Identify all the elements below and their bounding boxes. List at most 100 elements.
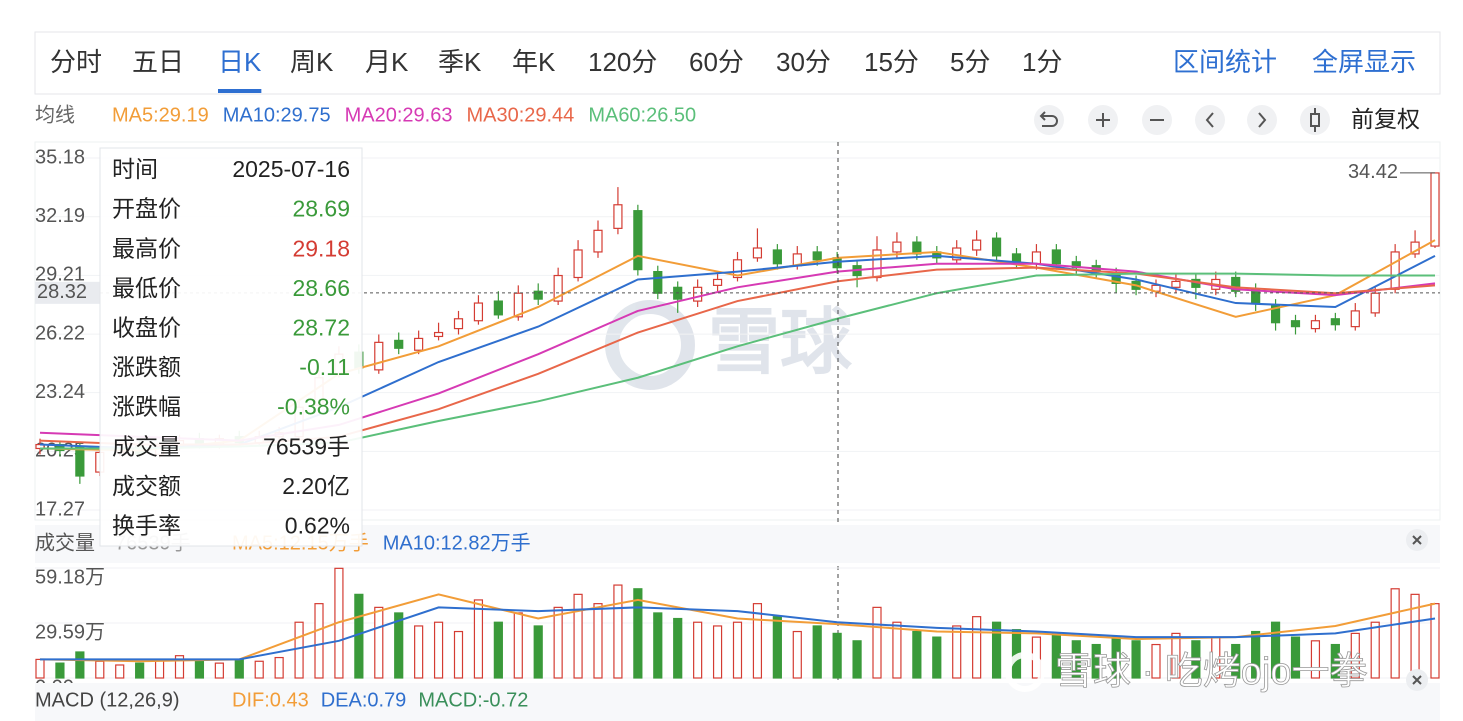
- left-button[interactable]: [1195, 105, 1225, 135]
- volume-bar: [772, 616, 782, 679]
- volume-bar: [1350, 632, 1360, 679]
- tab[interactable]: 15分: [864, 47, 919, 77]
- candle-body: [693, 286, 703, 302]
- macd-value: DIF:0.43: [232, 689, 309, 711]
- candle-body: [573, 249, 583, 279]
- volume-bar: [832, 632, 842, 679]
- volume-bar: [573, 593, 583, 679]
- volume-bar: [135, 662, 145, 679]
- volume-bar: [1251, 630, 1261, 679]
- volume-bar: [154, 658, 165, 679]
- volume-bar: [932, 636, 942, 679]
- volume-ma: MA10:12.82万手: [383, 531, 531, 554]
- tab[interactable]: 月K: [365, 47, 409, 77]
- volume-bar: [35, 658, 45, 679]
- tab[interactable]: 五日: [132, 47, 184, 77]
- ma-value: MA20:29.63: [345, 104, 453, 126]
- volume-bar: [991, 621, 1002, 679]
- ma-value: MA10:29.75: [223, 104, 331, 126]
- active-underline: [218, 89, 262, 93]
- volume-tick-label: 59.18万: [35, 566, 105, 588]
- candle-body: [1310, 320, 1321, 330]
- volume-bar: [972, 616, 982, 679]
- candle-body: [1231, 276, 1241, 292]
- candle-body: [453, 318, 464, 330]
- candle-body: [1171, 280, 1181, 288]
- tab[interactable]: 季K: [438, 47, 482, 77]
- tooltip-value: 2025-07-16: [232, 156, 350, 182]
- tab[interactable]: 年K: [512, 47, 556, 77]
- tab[interactable]: 1分: [1022, 47, 1062, 77]
- tooltip-value: 29.18: [292, 235, 350, 261]
- tooltip-value: 76539手: [263, 433, 350, 459]
- volume-bar: [1151, 643, 1161, 679]
- candle-body: [374, 341, 384, 371]
- ma-value: MA30:29.44: [466, 104, 574, 126]
- volume-bar: [852, 640, 862, 679]
- y-tick-label: 26.22: [35, 322, 85, 344]
- tooltip-box: [99, 147, 363, 547]
- price-area: [34, 141, 1441, 521]
- tooltip-label: 最低价: [112, 275, 181, 301]
- tooltip-value: 28.72: [292, 314, 350, 340]
- candle-body: [493, 300, 503, 316]
- tab[interactable]: 30分: [776, 47, 831, 77]
- volume-bar: [912, 630, 922, 679]
- candle-body: [1330, 318, 1340, 326]
- volume-bar: [1310, 640, 1321, 679]
- ma-value: MA5:29.19: [112, 104, 209, 126]
- candle-body: [513, 292, 523, 318]
- candle-body: [872, 249, 882, 279]
- tooltip: 时间 2025-07-16 开盘价 28.69 最高价 29.18 最低价 28.66 收盘价 2…: [99, 147, 363, 547]
- y-tick-label: 17.27: [35, 498, 85, 520]
- toolbar-icons: [1039, 108, 1320, 132]
- adjust-mode[interactable]: 前复权: [1351, 106, 1420, 132]
- candle-body: [1350, 310, 1360, 328]
- candle-body: [433, 331, 444, 338]
- volume-bar: [1330, 643, 1340, 679]
- range-stats[interactable]: 区间统计: [1173, 47, 1277, 77]
- volume-bar: [314, 603, 324, 679]
- volume-bar: [952, 625, 962, 679]
- volume-bar: [115, 664, 125, 679]
- watermark-text: 雪球: [708, 303, 853, 383]
- footer-watermark: 雪球 · 吃烤ojo一拳: [1005, 651, 1368, 693]
- candle-button[interactable]: [1300, 105, 1330, 135]
- volume-bar: [234, 658, 244, 679]
- footer-watermark-text: 雪球 · 吃烤ojo一拳: [1055, 651, 1367, 693]
- y-tick-label: 32.19: [35, 205, 85, 227]
- candle-body: [752, 247, 763, 259]
- candle-body: [991, 237, 1002, 257]
- volume-bar: [394, 612, 404, 679]
- fullscreen[interactable]: 全屏显示: [1312, 47, 1416, 77]
- candle-body: [414, 337, 424, 351]
- volume-bar: [294, 621, 304, 679]
- tab[interactable]: 分时: [50, 47, 102, 77]
- volume-bar: [1171, 632, 1181, 679]
- volume-bar: [1191, 640, 1201, 679]
- right-button[interactable]: [1247, 105, 1277, 135]
- volume-bar: [433, 621, 444, 679]
- toolbar: [1034, 105, 1330, 135]
- y-tick-label: 35.18: [35, 146, 85, 168]
- volume-bar: [374, 606, 384, 679]
- volume-bar: [75, 651, 85, 679]
- tab[interactable]: 5分: [950, 47, 990, 77]
- volume-bar: [1290, 636, 1301, 679]
- tooltip-label: 成交量: [112, 433, 181, 459]
- candle-body: [75, 445, 85, 477]
- tooltip-value: -0.38%: [277, 394, 350, 420]
- undo-button[interactable]: [1034, 105, 1064, 135]
- volume-bar: [194, 660, 205, 679]
- tab[interactable]: 120分: [588, 47, 657, 77]
- volume-bar: [1231, 643, 1241, 679]
- tooltip-label: 换手率: [112, 512, 181, 538]
- macd-value: DEA:0.79: [321, 689, 407, 711]
- tab[interactable]: 周K: [290, 47, 334, 77]
- volume-bar: [55, 662, 65, 679]
- ma-value: MA60:26.50: [588, 104, 696, 126]
- volume-bar: [693, 621, 703, 679]
- tab[interactable]: 60分: [689, 47, 744, 77]
- tab[interactable]: 日K: [218, 47, 262, 77]
